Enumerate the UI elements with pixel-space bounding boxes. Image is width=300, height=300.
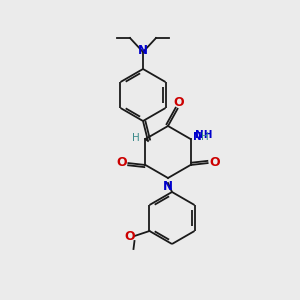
Text: N: N [138, 44, 148, 58]
Text: O: O [174, 95, 184, 109]
Text: N: N [163, 179, 173, 193]
Text: H: H [201, 132, 208, 142]
Text: O: O [116, 157, 127, 169]
Text: H: H [132, 133, 140, 143]
Text: O: O [124, 230, 135, 244]
Text: NH: NH [195, 130, 212, 140]
Text: O: O [209, 157, 220, 169]
Text: N: N [193, 132, 202, 142]
